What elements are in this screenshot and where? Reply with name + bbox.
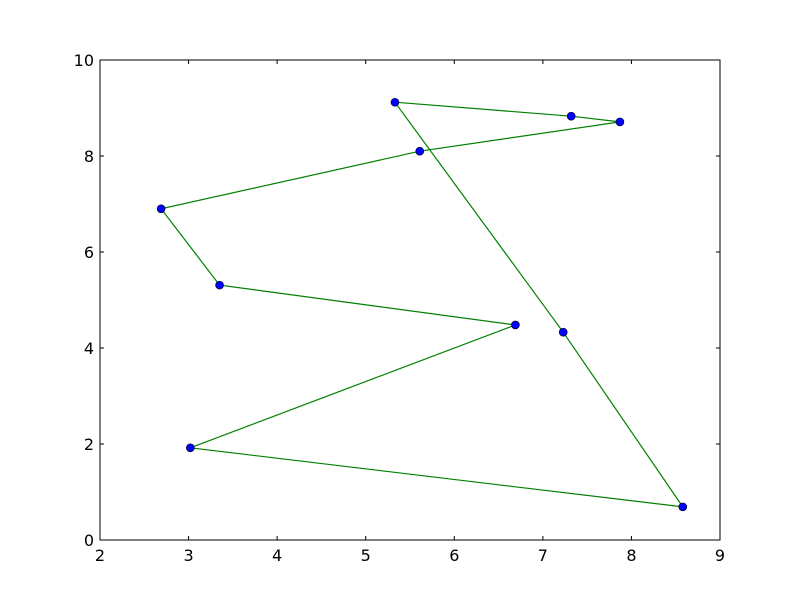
data-point	[215, 280, 224, 290]
y-tick-label: 8	[84, 147, 94, 166]
data-point	[390, 97, 400, 107]
data-point	[186, 443, 195, 453]
x-tick-label: 2	[95, 546, 105, 565]
y-tick-label: 4	[84, 339, 94, 358]
y-tick-label: 2	[84, 435, 94, 454]
data-point	[156, 204, 166, 214]
x-tick-label: 9	[715, 546, 725, 565]
x-tick-label: 4	[272, 546, 282, 565]
y-tick-label: 6	[84, 243, 94, 262]
x-tick-label: 3	[183, 546, 193, 565]
data-point	[415, 146, 425, 156]
plot-area	[100, 60, 720, 540]
x-tick-label: 5	[361, 546, 371, 565]
x-tick-label: 7	[538, 546, 548, 565]
x-tick-label: 6	[449, 546, 459, 565]
data-point	[615, 117, 625, 127]
plot-frame	[99, 59, 721, 541]
data-point	[558, 327, 568, 337]
data-point	[511, 320, 520, 330]
data-point	[678, 502, 688, 512]
y-tick-label: 10	[74, 51, 94, 70]
data-point	[566, 111, 576, 121]
x-tick-label: 8	[626, 546, 636, 565]
y-tick-label: 0	[84, 531, 94, 550]
